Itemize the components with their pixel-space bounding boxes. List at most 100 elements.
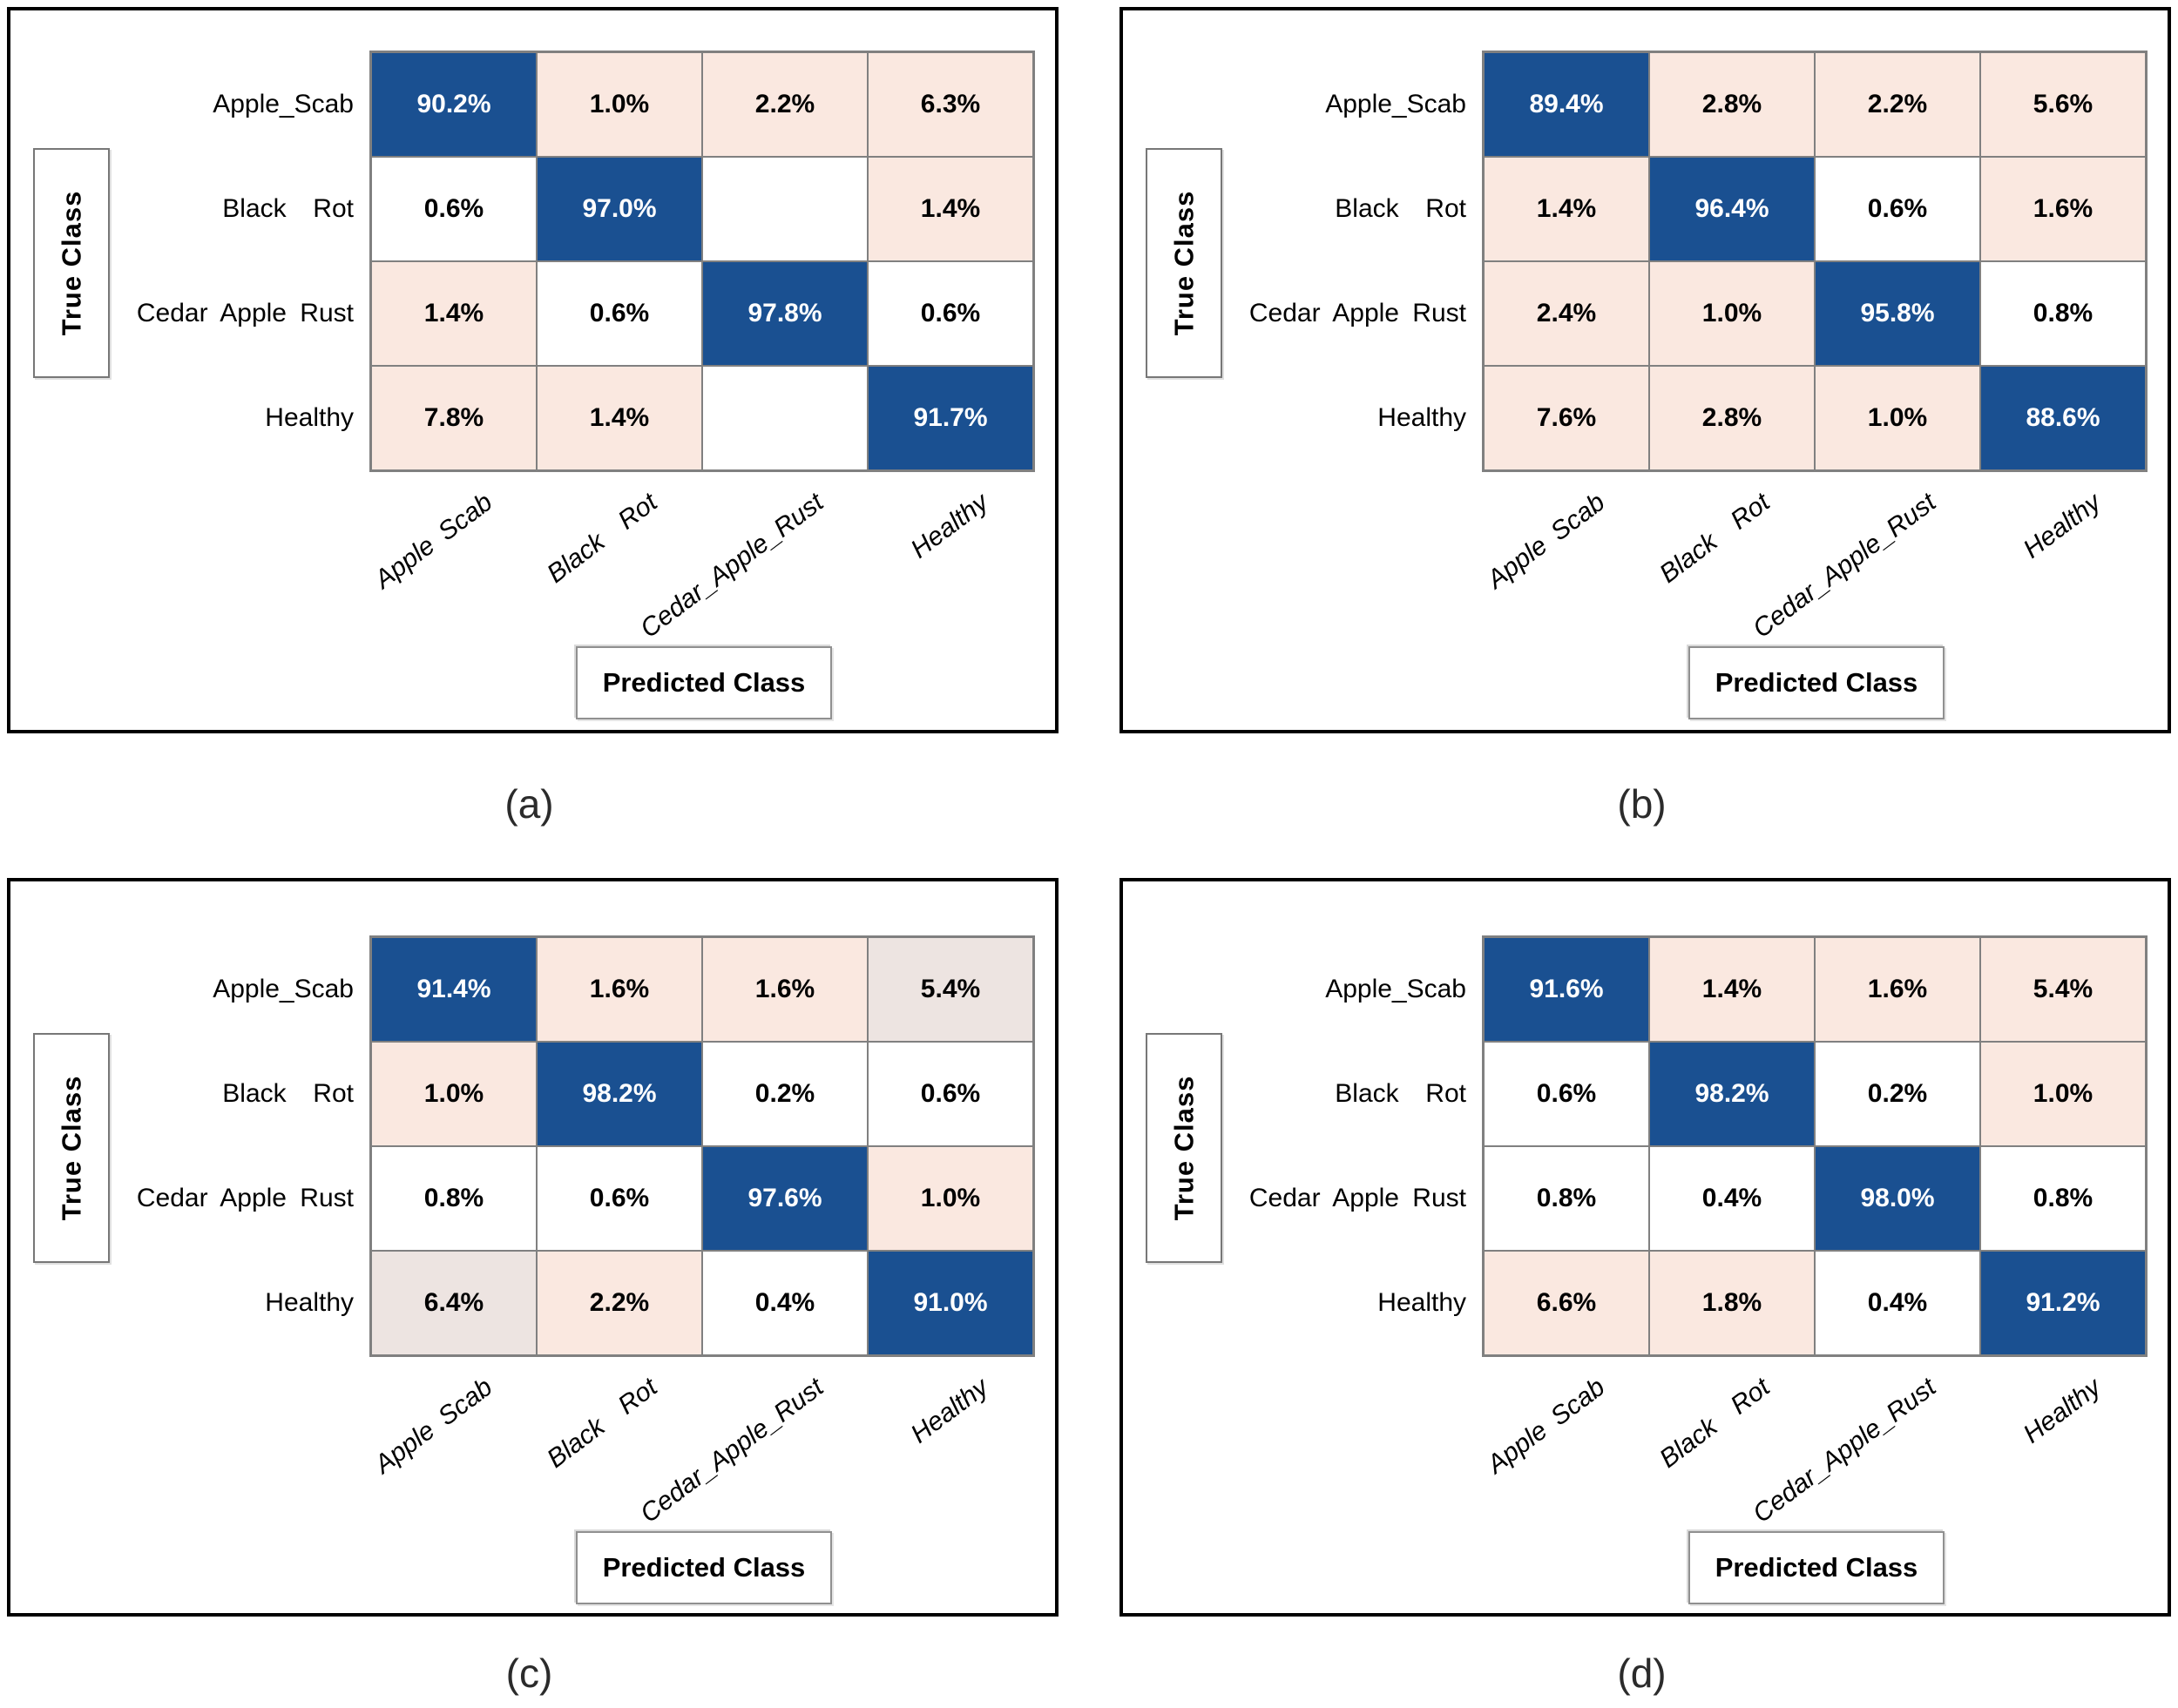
y-tick-labels: Apple_Scab Black Rot Cedar Apple Rust Healt…: [1123, 937, 1466, 1355]
x-tick-label: Apple Scab: [369, 488, 497, 595]
matrix-cell: 0.8%: [371, 1146, 537, 1251]
matrix-cell: 5.4%: [1980, 937, 2146, 1042]
confusion-matrix-panel-a: True Class Apple_Scab Black Rot Cedar Apple…: [7, 7, 1059, 733]
matrix-cell: [702, 366, 868, 470]
matrix-cell: 0.2%: [702, 1042, 868, 1146]
confusion-matrix-panel-d: True Class Apple_Scab Black Rot Cedar Apple…: [1119, 878, 2171, 1617]
y-tick-label: Apple_Scab: [1325, 90, 1466, 118]
x-tick-label: Cedar_Apple_Rust: [634, 488, 829, 644]
matrix-cell: 0.6%: [1815, 157, 1980, 261]
matrix-cell: 90.2%: [371, 52, 537, 157]
matrix-cell: 1.6%: [702, 937, 868, 1042]
x-tick-label: Healthy: [905, 1373, 994, 1449]
x-axis-title-box: Predicted Class: [576, 1531, 832, 1604]
matrix-cell: 0.4%: [1815, 1251, 1980, 1355]
x-tick-label: Healthy: [2018, 1373, 2107, 1449]
x-tick-label: Apple Scab: [1481, 1373, 1610, 1480]
x-axis-title: Predicted Class: [1715, 667, 1918, 698]
x-tick-label: Apple Scab: [369, 1373, 497, 1480]
y-tick-label: Apple_Scab: [213, 975, 354, 1003]
confusion-matrix-grid: 89.4% 2.8% 2.2% 5.6% 1.4% 96.4% 0.6% 1.6% 2.4% 1.…: [1482, 51, 2148, 472]
matrix-cell: 1.6%: [1815, 937, 1980, 1042]
panel-caption-b: (b): [1617, 781, 1667, 827]
matrix-cell: 7.6%: [1484, 366, 1649, 470]
x-tick-label: Cedar_Apple_Rust: [634, 1373, 829, 1529]
matrix-cell: 1.6%: [1980, 157, 2146, 261]
x-tick-labels: Apple Scab Black Rot Cedar_Apple_Rust Healt…: [1482, 1357, 2148, 1531]
x-tick-label: Black Rot: [542, 1373, 663, 1474]
matrix-cell: 95.8%: [1815, 261, 1980, 366]
matrix-cell: 5.4%: [868, 937, 1033, 1042]
matrix-cell: 97.8%: [702, 261, 868, 366]
matrix-cell: 2.2%: [1815, 52, 1980, 157]
matrix-cell: 7.8%: [371, 366, 537, 470]
x-tick-label: Black Rot: [1654, 1373, 1776, 1474]
matrix-cell: 1.8%: [1649, 1251, 1815, 1355]
matrix-cell: 2.8%: [1649, 366, 1815, 470]
matrix-cell: 1.4%: [371, 261, 537, 366]
matrix-cell: 91.6%: [1484, 937, 1649, 1042]
y-tick-label: Healthy: [265, 1288, 354, 1317]
matrix-cell: 98.2%: [1649, 1042, 1815, 1146]
matrix-cell: 98.0%: [1815, 1146, 1980, 1251]
matrix-cell: 0.6%: [537, 1146, 702, 1251]
x-axis-title: Predicted Class: [602, 1552, 806, 1583]
confusion-matrix-grid: 91.4% 1.6% 1.6% 5.4% 1.0% 98.2% 0.2% 0.6% 0.8% 0.…: [369, 935, 1035, 1357]
matrix-cell: 97.0%: [537, 157, 702, 261]
matrix-cell: 1.0%: [537, 52, 702, 157]
confusion-matrix-panel-c: True Class Apple_Scab Black Rot Cedar Apple…: [7, 878, 1059, 1617]
x-tick-label: Cedar_Apple_Rust: [1747, 488, 1941, 644]
matrix-cell: 1.4%: [1649, 937, 1815, 1042]
x-tick-label: Black Rot: [542, 488, 663, 589]
matrix-cell: 1.4%: [537, 366, 702, 470]
y-tick-label: Black Rot: [1335, 194, 1466, 223]
y-tick-label: Black Rot: [1335, 1079, 1466, 1108]
matrix-cell: 0.2%: [1815, 1042, 1980, 1146]
y-axis-title-box: True Class: [33, 1033, 110, 1263]
confusion-matrix-grid: 90.2% 1.0% 2.2% 6.3% 0.6% 97.0% 1.4% 1.4% 0.6% 97…: [369, 51, 1035, 472]
matrix-cell: 0.6%: [868, 1042, 1033, 1146]
y-tick-labels: Apple_Scab Black Rot Cedar Apple Rust Healt…: [10, 52, 354, 470]
matrix-cell: 5.6%: [1980, 52, 2146, 157]
x-tick-labels: Apple Scab Black Rot Cedar_Apple_Rust Healt…: [369, 472, 1035, 646]
y-tick-label: Healthy: [265, 403, 354, 432]
x-tick-labels: Apple Scab Black Rot Cedar_Apple_Rust Healt…: [369, 1357, 1035, 1531]
x-axis-title: Predicted Class: [1715, 1552, 1918, 1583]
matrix-cell: 1.0%: [1980, 1042, 2146, 1146]
y-tick-label: Cedar Apple Rust: [136, 1184, 354, 1212]
y-axis-title-box: True Class: [33, 148, 110, 378]
y-tick-label: Apple_Scab: [213, 90, 354, 118]
x-tick-label: Healthy: [905, 488, 994, 564]
matrix-cell: 6.3%: [868, 52, 1033, 157]
matrix-cell: 1.0%: [371, 1042, 537, 1146]
y-tick-label: Healthy: [1377, 1288, 1466, 1317]
matrix-cell: 2.8%: [1649, 52, 1815, 157]
x-tick-labels: Apple Scab Black Rot Cedar_Apple_Rust Healt…: [1482, 472, 2148, 646]
matrix-cell: 1.0%: [868, 1146, 1033, 1251]
matrix-cell: 0.8%: [1980, 261, 2146, 366]
matrix-cell: 1.0%: [1649, 261, 1815, 366]
y-tick-label: Cedar Apple Rust: [1248, 299, 1466, 327]
matrix-cell: 0.8%: [1484, 1146, 1649, 1251]
matrix-cell: 0.4%: [1649, 1146, 1815, 1251]
x-tick-label: Healthy: [2018, 488, 2107, 564]
confusion-matrix-panel-b: True Class Apple_Scab Black Rot Cedar Apple…: [1119, 7, 2171, 733]
panel-caption-c: (c): [505, 1651, 553, 1696]
matrix-cell: 6.4%: [371, 1251, 537, 1355]
matrix-cell: 98.2%: [537, 1042, 702, 1146]
y-tick-label: Cedar Apple Rust: [136, 299, 354, 327]
matrix-cell: 91.2%: [1980, 1251, 2146, 1355]
matrix-cell: 88.6%: [1980, 366, 2146, 470]
x-tick-label: Cedar_Apple_Rust: [1747, 1373, 1941, 1529]
matrix-cell: 0.6%: [1484, 1042, 1649, 1146]
y-axis-title-box: True Class: [1146, 148, 1222, 378]
matrix-cell: 1.4%: [1484, 157, 1649, 261]
matrix-cell: 0.8%: [1980, 1146, 2146, 1251]
matrix-cell: 97.6%: [702, 1146, 868, 1251]
y-tick-label: Cedar Apple Rust: [1248, 1184, 1466, 1212]
x-axis-title-box: Predicted Class: [576, 646, 832, 719]
matrix-cell: 0.6%: [371, 157, 537, 261]
y-tick-label: Black Rot: [222, 1079, 354, 1108]
y-tick-labels: Apple_Scab Black Rot Cedar Apple Rust Healt…: [1123, 52, 1466, 470]
y-tick-label: Black Rot: [222, 194, 354, 223]
